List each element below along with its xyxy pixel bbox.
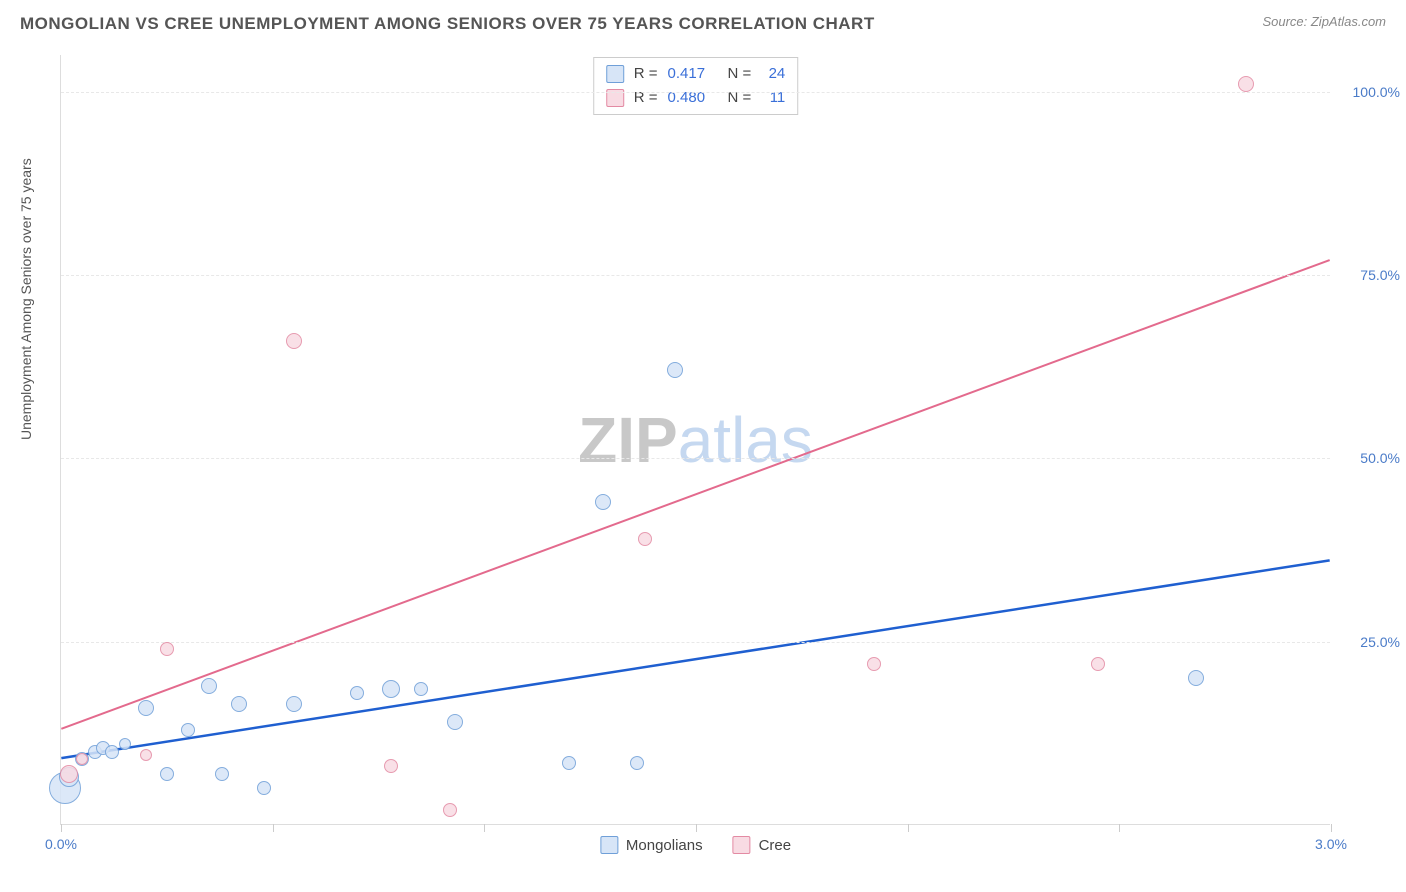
header: MONGOLIAN VS CREE UNEMPLOYMENT AMONG SEN… xyxy=(0,0,1406,50)
y-tick-label: 75.0% xyxy=(1340,267,1400,283)
y-tick-label: 100.0% xyxy=(1340,84,1400,100)
watermark: ZIPatlas xyxy=(578,403,813,477)
x-tick xyxy=(908,824,909,832)
scatter-point xyxy=(595,494,611,510)
x-tick xyxy=(696,824,697,832)
n-label: N = xyxy=(728,62,752,86)
r-value: 0.480 xyxy=(668,86,718,110)
legend: Mongolians Cree xyxy=(600,836,791,854)
scatter-point xyxy=(562,756,576,770)
n-label: N = xyxy=(728,86,752,110)
legend-swatch xyxy=(733,836,751,854)
source-attribution: Source: ZipAtlas.com xyxy=(1262,14,1386,29)
n-value: 11 xyxy=(761,86,785,110)
scatter-point xyxy=(76,753,88,765)
scatter-point xyxy=(382,680,400,698)
gridline xyxy=(61,642,1330,643)
scatter-point xyxy=(160,642,174,656)
scatter-point xyxy=(350,686,364,700)
r-label: R = xyxy=(634,86,658,110)
watermark-text-a: ZIP xyxy=(578,404,678,476)
stats-row: R = 0.480 N = 11 xyxy=(606,86,786,110)
gridline xyxy=(61,92,1330,93)
r-value: 0.417 xyxy=(668,62,718,86)
y-tick-label: 25.0% xyxy=(1340,634,1400,650)
legend-item: Mongolians xyxy=(600,836,703,854)
x-tick xyxy=(61,824,62,832)
trend-line xyxy=(61,260,1329,729)
scatter-point xyxy=(1238,76,1254,92)
scatter-point xyxy=(160,767,174,781)
scatter-point xyxy=(1188,670,1204,686)
scatter-point xyxy=(638,532,652,546)
scatter-point xyxy=(105,745,119,759)
legend-swatch xyxy=(600,836,618,854)
scatter-point xyxy=(667,362,683,378)
scatter-point xyxy=(140,749,152,761)
x-tick xyxy=(273,824,274,832)
scatter-point xyxy=(119,738,131,750)
scatter-point xyxy=(286,696,302,712)
x-tick xyxy=(484,824,485,832)
r-label: R = xyxy=(634,62,658,86)
stats-row: R = 0.417 N = 24 xyxy=(606,62,786,86)
scatter-point xyxy=(443,803,457,817)
x-tick xyxy=(1119,824,1120,832)
correlation-stats-box: R = 0.417 N = 24 R = 0.480 N = 11 xyxy=(593,57,799,115)
y-axis-label: Unemployment Among Seniors over 75 years xyxy=(18,158,34,440)
y-tick-label: 50.0% xyxy=(1340,450,1400,466)
series-swatch xyxy=(606,65,624,83)
x-tick-label: 0.0% xyxy=(45,836,77,852)
watermark-text-b: atlas xyxy=(678,404,813,476)
legend-label: Mongolians xyxy=(626,837,703,854)
scatter-point xyxy=(181,723,195,737)
scatter-point xyxy=(447,714,463,730)
plot-area: ZIPatlas R =0.417N =24R =0.480N =11 Mong… xyxy=(60,55,1330,825)
scatter-point xyxy=(1091,657,1105,671)
trend-line xyxy=(61,560,1329,758)
scatter-point xyxy=(384,759,398,773)
scatter-point xyxy=(215,767,229,781)
scatter-point xyxy=(630,756,644,770)
scatter-point xyxy=(286,333,302,349)
scatter-point xyxy=(231,696,247,712)
gridline xyxy=(61,458,1330,459)
scatter-point xyxy=(60,765,78,783)
x-tick xyxy=(1331,824,1332,832)
n-value: 24 xyxy=(761,62,785,86)
scatter-point xyxy=(138,700,154,716)
scatter-point xyxy=(201,678,217,694)
legend-item: Cree xyxy=(733,836,792,854)
scatter-point xyxy=(257,781,271,795)
scatter-point xyxy=(414,682,428,696)
trend-lines xyxy=(61,55,1330,824)
legend-label: Cree xyxy=(759,837,792,854)
chart-title: MONGOLIAN VS CREE UNEMPLOYMENT AMONG SEN… xyxy=(20,14,875,34)
x-tick-label: 3.0% xyxy=(1315,836,1347,852)
gridline xyxy=(61,275,1330,276)
scatter-point xyxy=(867,657,881,671)
